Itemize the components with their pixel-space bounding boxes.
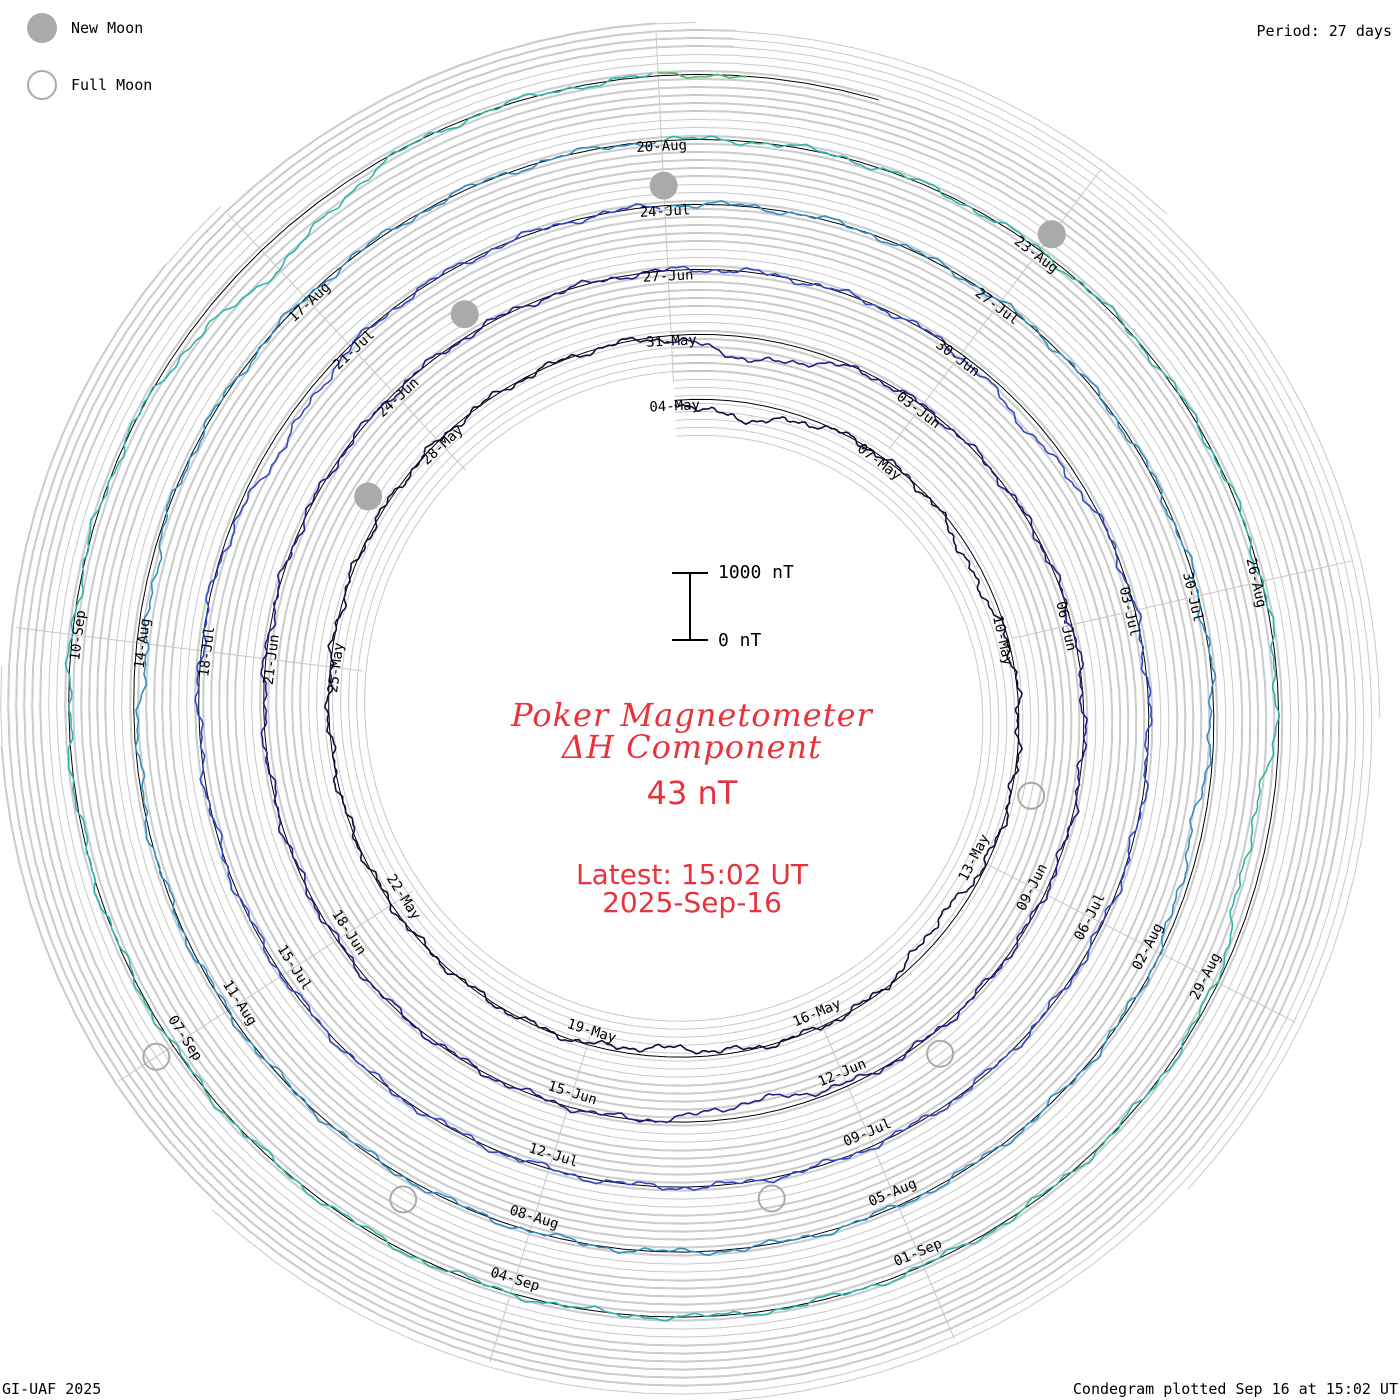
scale-bottom-label: 0 nT: [718, 630, 762, 651]
grid-line: [0, 69, 1349, 1387]
new-moon-marker: [450, 300, 479, 329]
grid-line: [16, 21, 1332, 1370]
scale-bar: [672, 572, 708, 641]
date-tick-label: 09-Jun: [1014, 861, 1051, 913]
new-moon-icon: [27, 13, 57, 43]
latest-time: Latest: 15:02 UT: [575, 858, 809, 891]
scale-top-label: 1000 nT: [718, 562, 794, 583]
date-tick-label: 29-Aug: [1187, 950, 1224, 1002]
radial-spoke: [655, 32, 675, 383]
new-moon-marker: [1037, 220, 1066, 249]
grid-line: [48, 53, 1365, 1400]
new-moon-marker: [354, 482, 383, 511]
new-moon-label: New Moon: [71, 19, 144, 37]
full-moon-marker: [757, 1184, 786, 1213]
chart-subtitle: ΔH Component: [561, 728, 823, 766]
series-line-rev-1: [323, 336, 1024, 1055]
grid-line: [40, 45, 1373, 1346]
date-tick-label: 04-May: [649, 397, 700, 416]
date-tick-label: 25-May: [325, 642, 347, 694]
full-moon-marker: [1017, 781, 1046, 810]
series-line-rev-6: [657, 71, 748, 79]
full-moon-marker: [926, 1039, 955, 1068]
credit-label: GI-UAF 2025: [2, 1380, 102, 1398]
chart-title: Poker Magnetometer: [511, 696, 873, 734]
latest-date: 2025-Sep-16: [602, 886, 782, 919]
grid-line: [23, 28, 1325, 1363]
series-line-rev-2: [260, 268, 1088, 1124]
date-tick-label: 01-Sep: [892, 1236, 945, 1270]
series-line-rev-5: [64, 72, 1281, 1322]
radial-spoke: [888, 169, 1101, 450]
grid-line: [31, 36, 1317, 1355]
grid-line: [24, 29, 1324, 1362]
full-moon-label: Full Moon: [71, 76, 153, 94]
full-moon-marker: [142, 1042, 171, 1071]
date-tick-label: 20-Aug: [636, 137, 687, 156]
legend-new-moon: New Moon: [27, 13, 143, 43]
grid-line: [56, 61, 1357, 1395]
series-line-rev-3: [194, 202, 1153, 1192]
full-moon-marker: [389, 1185, 418, 1214]
radial-spoke: [1011, 560, 1354, 640]
date-tick-label: 21-Jun: [261, 634, 283, 686]
date-tick-label: 31-May: [646, 332, 697, 351]
radial-spoke: [227, 213, 466, 471]
grid-line: [7, 77, 1341, 1379]
data-series: [64, 71, 1281, 1322]
legend-full-moon: Full Moon: [27, 70, 152, 100]
full-moon-icon: [27, 70, 57, 100]
date-tick-label: 09-Jul: [841, 1116, 894, 1150]
plotted-label: Condegram plotted Sep 16 at 15:02 UT: [1072, 1380, 1398, 1398]
date-tick-label: 16-May: [791, 996, 844, 1030]
date-tick-label: 18-Jul: [196, 626, 218, 678]
radial-spoke: [489, 1027, 594, 1362]
date-tick-label: 27-Jun: [643, 267, 694, 286]
grid-line: [39, 44, 1309, 1347]
radial-spoke: [983, 862, 1296, 1023]
date-tick-label: 10-May: [989, 614, 1016, 667]
grid-line: [0, 70, 1348, 1386]
moon-markers: [142, 171, 1066, 1214]
date-tick-label: 14-Aug: [132, 617, 154, 669]
radial-spoke: [817, 1015, 955, 1339]
new-moon-marker: [649, 171, 678, 200]
date-tick-label: 10-Sep: [67, 609, 89, 661]
series-line-rev-4: [134, 141, 1217, 1257]
date-tick-label: 24-Jul: [639, 202, 690, 221]
current-value: 43 nT: [646, 774, 738, 812]
date-tick-label: 28-May: [419, 422, 467, 468]
period-label: Period: 27 days: [1256, 22, 1392, 40]
date-tick-label: 06-Jul: [1071, 891, 1108, 943]
grid-line: [32, 37, 1381, 1354]
